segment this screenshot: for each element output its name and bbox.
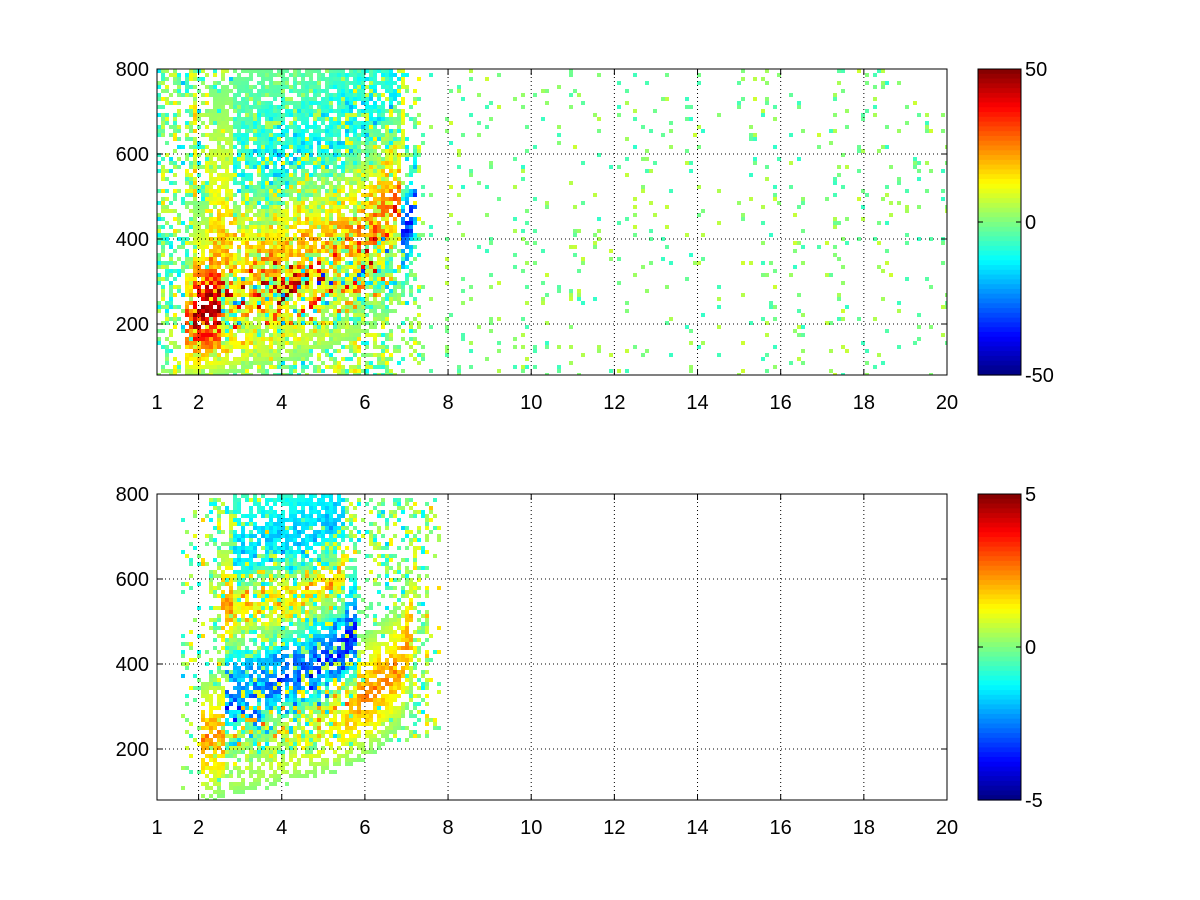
x-tick-label: 12	[603, 817, 625, 839]
plot-frame	[156, 493, 948, 801]
colorbar: -50 0 50	[977, 59, 1054, 387]
y-tick-label: 400	[116, 229, 149, 251]
y-tick-label: 200	[116, 739, 149, 761]
x-tick-label: 6	[359, 392, 370, 414]
x-tick-label: 18	[853, 392, 875, 414]
x-tick-label: 18	[853, 817, 875, 839]
colorbar-tick-label: 0	[1025, 637, 1036, 659]
colorbar-tick-label: -50	[1025, 365, 1054, 387]
colorbar-tick-label: -5	[1025, 790, 1043, 812]
colorbar-tick-label: 5	[1025, 484, 1036, 506]
grid-lines	[157, 68, 947, 375]
x-tick-label: 4	[276, 817, 287, 839]
y-tick-label: 600	[116, 569, 149, 591]
x-tick-label: 4	[276, 392, 287, 414]
x-tick-label: 2	[193, 817, 204, 839]
x-tick-label: 1	[151, 817, 162, 839]
plot-frame	[156, 68, 948, 376]
x-tick-label: 16	[770, 817, 792, 839]
x-tick-label: 20	[936, 392, 958, 414]
y-tick-label: 600	[116, 144, 149, 166]
colorbar: -5 0 5	[977, 484, 1043, 812]
y-tick-label: 800	[116, 59, 149, 81]
x-tick-label: 16	[770, 392, 792, 414]
x-tick-label: 8	[442, 817, 453, 839]
x-tick-label: 10	[520, 392, 542, 414]
x-tick-label: 8	[442, 392, 453, 414]
colorbar-tick-label: 0	[1025, 212, 1036, 234]
x-tick-label: 14	[686, 817, 708, 839]
y-tick-label: 800	[116, 484, 149, 506]
x-tick-label: 20	[936, 817, 958, 839]
x-tick-label: 14	[686, 392, 708, 414]
grid-lines	[157, 493, 947, 800]
x-tick-label: 12	[603, 392, 625, 414]
x-tick-label: 1	[151, 392, 162, 414]
y-tick-label: 400	[116, 654, 149, 676]
x-tick-label: 10	[520, 817, 542, 839]
y-tick-label: 200	[116, 314, 149, 336]
heatmap-cells	[157, 69, 947, 375]
heatmap-cells	[181, 494, 441, 800]
colorbar-tick-label: 50	[1025, 59, 1047, 81]
x-tick-label: 6	[359, 817, 370, 839]
x-tick-label: 2	[193, 392, 204, 414]
